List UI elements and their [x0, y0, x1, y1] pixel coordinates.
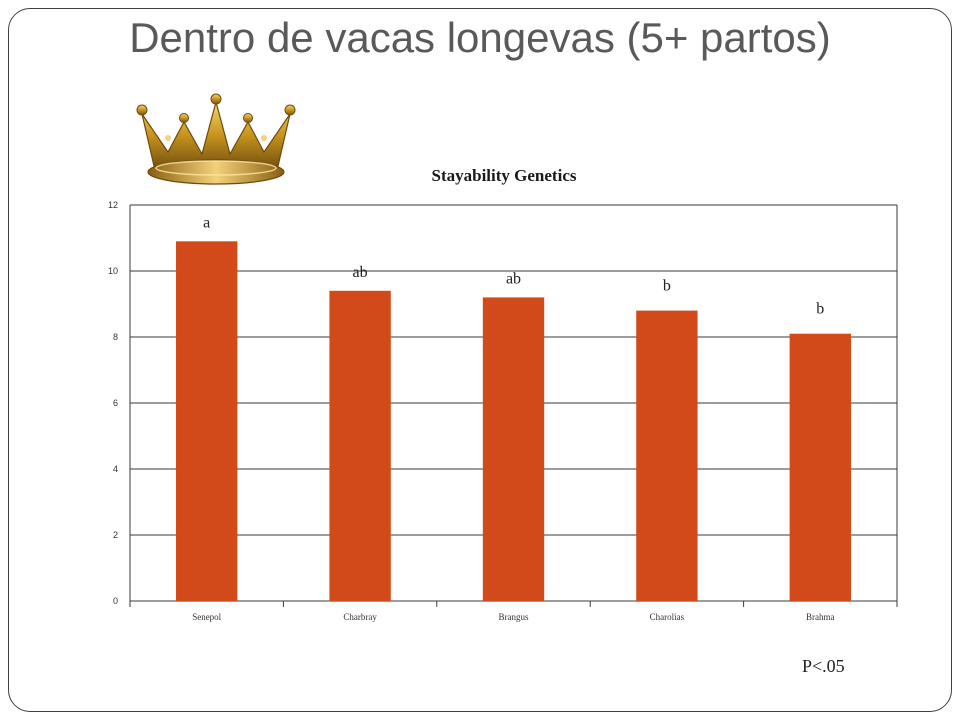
bar	[789, 333, 851, 601]
x-tick-label: Charbray	[343, 612, 377, 622]
y-tick-label: 2	[113, 530, 118, 540]
bars	[176, 241, 851, 602]
significance-label: b	[816, 301, 824, 318]
y-tick-label: 10	[108, 266, 118, 276]
y-tick-label: 6	[113, 398, 118, 408]
significance-label: ab	[353, 264, 368, 281]
bar	[329, 290, 391, 601]
bar	[636, 310, 698, 601]
x-tick-label: Brahma	[806, 612, 835, 622]
labels: 0 2 4 6 8 10 12 Senepol a Charbray ab Brangus ab Char…	[108, 200, 835, 622]
slide-frame	[8, 8, 952, 712]
x-tick-label: Senepol	[192, 612, 221, 622]
significance-label: b	[663, 278, 671, 295]
p-value-note: P<.05	[802, 656, 845, 676]
x-tick-label: Charolias	[650, 612, 685, 622]
slide-title: Dentro de vacas longevas (5+ partos)	[129, 14, 831, 61]
x-tick-label: Brangus	[499, 612, 529, 622]
chart-title: Stayability Genetics	[432, 166, 577, 185]
y-tick-label: 12	[108, 200, 118, 210]
significance-label: ab	[506, 270, 521, 287]
significance-label: a	[203, 214, 210, 231]
crown-icon	[136, 93, 296, 185]
y-tick-label: 0	[113, 596, 118, 606]
bar	[176, 241, 238, 602]
y-tick-label: 8	[113, 332, 118, 342]
y-tick-label: 4	[113, 464, 118, 474]
bar	[482, 297, 545, 601]
